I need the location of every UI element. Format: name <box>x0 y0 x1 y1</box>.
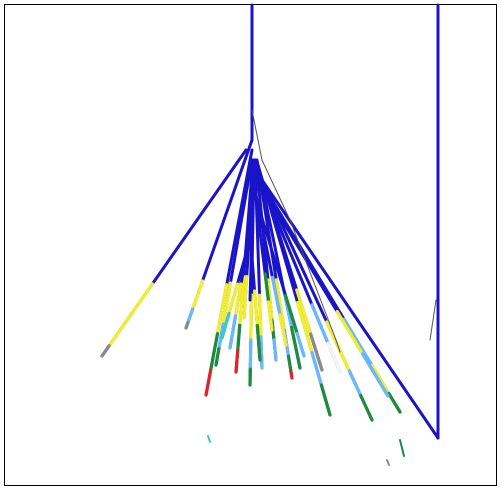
branch-interval-14-2 <box>326 341 342 374</box>
branch-interval-23-2 <box>228 314 238 350</box>
branch-interval-15-1 <box>342 317 374 368</box>
branch-interval-3-3 <box>204 368 213 397</box>
branch-interval-7-1 <box>257 293 263 339</box>
branch-interval-11-1 <box>296 300 314 355</box>
branch-interval-5-2 <box>236 323 242 353</box>
branch-interval-13-2 <box>347 369 363 398</box>
branch-interval-21-1 <box>270 275 282 317</box>
marker-2 <box>386 459 390 466</box>
branch-interval-24-2 <box>220 311 231 340</box>
branch-interval-25-2 <box>255 323 262 362</box>
branch-interval-21-2 <box>278 313 288 347</box>
branch-interval-24-1 <box>227 282 239 316</box>
thin-trace-right <box>429 299 437 341</box>
marker-1 <box>207 435 211 443</box>
branch-interval-23-1 <box>233 282 243 318</box>
branch-interval-6-1 <box>249 293 254 342</box>
branch-interval-20-2 <box>267 300 274 332</box>
branch-interval-20-1 <box>263 272 271 304</box>
branch-interval-12-2 <box>309 332 324 372</box>
thin-trace-3 <box>289 219 337 341</box>
branch-interval-19-1 <box>242 275 249 320</box>
branch-interval-15-2 <box>370 364 391 396</box>
branch-interval-3-2 <box>209 332 220 373</box>
thin-trace-2 <box>261 159 291 221</box>
branch-interval-2-1 <box>191 279 205 311</box>
branch-interval-25-1 <box>253 289 259 328</box>
branch-interval-22-2 <box>295 331 306 358</box>
branch-interval-11-2 <box>310 350 323 387</box>
branch-interval-2-2 <box>186 307 195 324</box>
branch-interval-16-2 <box>361 352 390 398</box>
branch-interval-5-1 <box>238 275 246 327</box>
branch-interval-9-4 <box>289 369 294 380</box>
branch-interval-8-3 <box>272 338 278 362</box>
branch-interval-6-2 <box>248 338 253 371</box>
branch-interval-15-3 <box>387 391 402 414</box>
branch-interval-4-1 <box>221 281 232 326</box>
branch-interval-10-2 <box>290 325 302 370</box>
branch-interval-9-3 <box>286 354 293 374</box>
branch-interval-3-1 <box>215 283 229 336</box>
branch-interval-22-1 <box>284 294 299 335</box>
thin-trace-4 <box>335 339 341 353</box>
branch-interval-1-2 <box>100 344 111 358</box>
branch-interval-13-3 <box>359 393 374 422</box>
branch-interval-11-3 <box>319 383 332 417</box>
branch-interval-4-3 <box>214 347 221 367</box>
branch-interval-14-1 <box>310 303 330 345</box>
branch-interval-12-1 <box>295 288 313 336</box>
thin-trace-1 <box>251 109 263 161</box>
marker-3 <box>399 439 405 457</box>
branch-interval-2-3 <box>184 320 190 330</box>
branch-interval-16-1 <box>335 310 365 356</box>
branch-interval-5-3 <box>234 349 240 374</box>
branch-interval-1-1 <box>107 282 154 348</box>
branch-interval-7-2 <box>259 335 264 370</box>
